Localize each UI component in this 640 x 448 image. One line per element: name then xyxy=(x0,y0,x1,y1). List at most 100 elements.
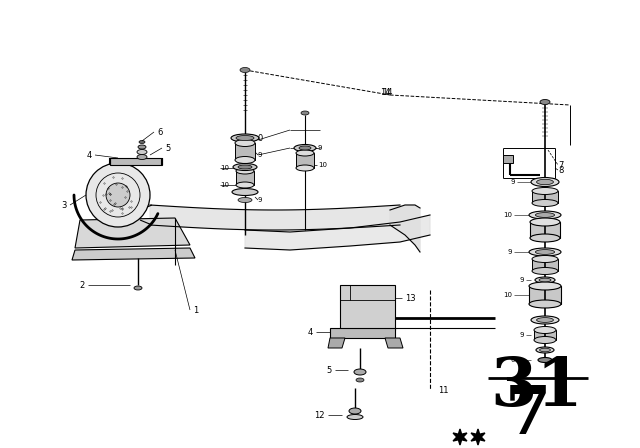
Ellipse shape xyxy=(301,111,309,115)
Text: 4: 4 xyxy=(308,327,313,336)
Ellipse shape xyxy=(529,211,561,219)
Polygon shape xyxy=(72,248,195,260)
Text: 10: 10 xyxy=(503,292,512,298)
Polygon shape xyxy=(532,191,558,203)
Text: 5: 5 xyxy=(327,366,332,375)
Ellipse shape xyxy=(236,168,254,174)
Polygon shape xyxy=(296,153,314,168)
Ellipse shape xyxy=(231,134,259,142)
Ellipse shape xyxy=(296,165,314,171)
Text: 12: 12 xyxy=(314,410,325,419)
Text: 6: 6 xyxy=(157,128,163,137)
Text: 10: 10 xyxy=(220,165,229,171)
Ellipse shape xyxy=(529,282,561,290)
Ellipse shape xyxy=(532,199,558,207)
Polygon shape xyxy=(530,222,560,238)
Polygon shape xyxy=(235,143,255,160)
Polygon shape xyxy=(236,171,254,185)
Circle shape xyxy=(86,163,150,227)
Ellipse shape xyxy=(536,213,555,217)
Ellipse shape xyxy=(538,358,552,362)
Ellipse shape xyxy=(138,145,146,149)
Polygon shape xyxy=(150,205,400,230)
Ellipse shape xyxy=(236,182,254,188)
Ellipse shape xyxy=(532,267,558,275)
Ellipse shape xyxy=(531,177,559,186)
Ellipse shape xyxy=(347,414,363,419)
Text: 9: 9 xyxy=(318,145,323,151)
Ellipse shape xyxy=(356,378,364,382)
Ellipse shape xyxy=(530,218,560,226)
Ellipse shape xyxy=(354,369,366,375)
Polygon shape xyxy=(340,285,395,330)
Ellipse shape xyxy=(235,156,255,164)
Ellipse shape xyxy=(349,408,361,414)
Ellipse shape xyxy=(540,99,550,104)
Text: 10: 10 xyxy=(220,182,229,188)
Text: 11: 11 xyxy=(438,385,449,395)
Text: 9: 9 xyxy=(258,197,262,203)
Ellipse shape xyxy=(534,327,556,333)
Polygon shape xyxy=(471,429,485,445)
Ellipse shape xyxy=(294,145,316,151)
Text: 8: 8 xyxy=(558,165,563,175)
Text: 10: 10 xyxy=(318,162,327,168)
Ellipse shape xyxy=(530,234,560,242)
Ellipse shape xyxy=(235,139,255,146)
Ellipse shape xyxy=(232,189,258,195)
Text: 10: 10 xyxy=(503,212,512,218)
Polygon shape xyxy=(529,286,561,304)
Text: 7: 7 xyxy=(558,160,563,169)
Ellipse shape xyxy=(539,278,551,282)
Ellipse shape xyxy=(236,135,254,141)
Bar xyxy=(503,155,513,163)
Text: 31: 31 xyxy=(490,355,583,420)
Text: 6: 6 xyxy=(511,357,515,363)
Ellipse shape xyxy=(531,316,559,324)
Text: 9: 9 xyxy=(258,152,262,158)
Polygon shape xyxy=(453,429,467,445)
Ellipse shape xyxy=(296,150,314,156)
Ellipse shape xyxy=(536,179,554,185)
Ellipse shape xyxy=(233,164,257,171)
Ellipse shape xyxy=(534,336,556,344)
Ellipse shape xyxy=(238,198,252,202)
Text: 9: 9 xyxy=(520,277,524,283)
Text: 1: 1 xyxy=(193,306,198,314)
Text: 9: 9 xyxy=(520,332,524,338)
Text: 7: 7 xyxy=(505,383,552,448)
Circle shape xyxy=(106,183,130,207)
Ellipse shape xyxy=(540,348,550,352)
Ellipse shape xyxy=(532,188,558,194)
Ellipse shape xyxy=(529,300,561,308)
Polygon shape xyxy=(390,205,420,252)
Ellipse shape xyxy=(532,255,558,263)
Text: 9: 9 xyxy=(511,179,515,185)
Polygon shape xyxy=(110,158,162,165)
Ellipse shape xyxy=(535,277,555,283)
Text: 14: 14 xyxy=(382,87,392,96)
Ellipse shape xyxy=(299,146,311,150)
Text: 13: 13 xyxy=(405,293,415,302)
Polygon shape xyxy=(330,328,395,338)
Ellipse shape xyxy=(529,248,561,256)
Text: 2: 2 xyxy=(80,280,85,289)
Polygon shape xyxy=(385,338,403,348)
Ellipse shape xyxy=(137,155,147,159)
Polygon shape xyxy=(534,330,556,340)
Polygon shape xyxy=(75,218,190,248)
Text: 0: 0 xyxy=(258,134,263,142)
Ellipse shape xyxy=(139,141,145,143)
Ellipse shape xyxy=(536,318,554,323)
Polygon shape xyxy=(532,259,558,271)
Ellipse shape xyxy=(137,150,147,155)
Text: 5: 5 xyxy=(165,143,170,152)
Ellipse shape xyxy=(134,286,142,290)
Ellipse shape xyxy=(238,165,252,169)
Text: 9: 9 xyxy=(508,249,512,255)
Polygon shape xyxy=(245,215,430,250)
Polygon shape xyxy=(328,338,345,348)
Ellipse shape xyxy=(536,250,555,254)
Text: 3: 3 xyxy=(61,201,67,210)
Text: 14: 14 xyxy=(380,87,390,96)
